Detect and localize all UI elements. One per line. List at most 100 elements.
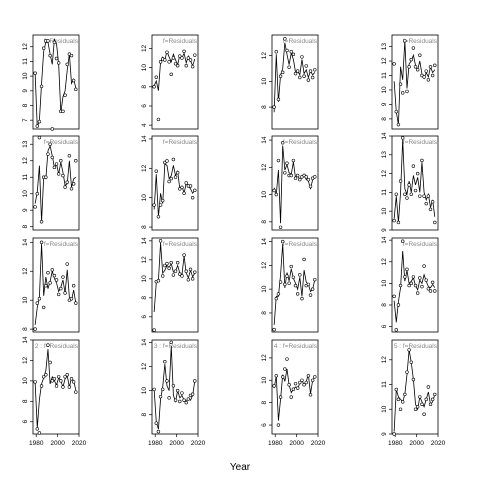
observed-point xyxy=(39,240,44,245)
observed-point xyxy=(67,154,72,158)
observed-point xyxy=(65,373,69,377)
y-tick-label: 10 xyxy=(261,77,268,85)
observed-point xyxy=(400,136,405,140)
observed-point xyxy=(56,61,61,65)
observed-point xyxy=(48,281,52,285)
observed-point xyxy=(407,65,411,69)
panel-11: f=Residuals 8 10 12 14 xyxy=(261,237,319,333)
panel-frame xyxy=(151,237,199,333)
observed-point xyxy=(44,175,48,179)
observed-point xyxy=(400,239,405,243)
observed-point xyxy=(424,278,428,282)
y-tick-label: 6 xyxy=(141,315,148,319)
y-tick-label: 6 xyxy=(22,420,29,424)
observed-point xyxy=(308,393,313,397)
fitted-line xyxy=(34,349,77,428)
observed-point xyxy=(274,374,278,378)
observed-point xyxy=(160,198,165,203)
observed-point xyxy=(33,71,37,75)
observed-point xyxy=(422,75,426,79)
observed-point xyxy=(46,152,50,156)
observed-point xyxy=(190,392,195,396)
y-tick-label: 14 xyxy=(381,236,388,244)
observed-point xyxy=(54,278,59,282)
panel-14: f=Residuals 9 10 11 12 13 14 xyxy=(381,132,439,232)
observed-point xyxy=(407,348,411,352)
y-tick-label: 14 xyxy=(141,135,148,143)
observed-point xyxy=(71,182,76,186)
panel-16: 5 : f=Residuals 9 10 11 12 1980 2000 2020 xyxy=(381,339,446,447)
observed-point xyxy=(428,402,433,407)
observed-point xyxy=(418,53,422,57)
observed-point xyxy=(280,70,285,75)
observed-point xyxy=(278,395,283,399)
observed-point xyxy=(74,301,78,305)
y-tick-label: 14 xyxy=(261,238,268,246)
observed-point xyxy=(276,97,281,102)
y-tick-label: 8 xyxy=(261,311,268,315)
observed-point xyxy=(171,273,176,277)
panel-frame xyxy=(271,237,319,333)
observed-point xyxy=(180,274,184,278)
y-tick-label: 8 xyxy=(381,117,388,121)
observed-point xyxy=(413,65,418,69)
observed-point xyxy=(420,158,424,163)
observed-point xyxy=(424,201,428,206)
observed-point xyxy=(69,377,74,381)
observed-point xyxy=(403,192,407,196)
panel-title: f=Residuals xyxy=(283,38,318,45)
y-tick-label: 8 xyxy=(261,105,268,109)
observed-point xyxy=(173,398,178,402)
fitted-line xyxy=(393,349,436,432)
observed-point xyxy=(405,89,409,94)
observed-point xyxy=(285,357,289,361)
observed-point xyxy=(156,215,161,219)
observed-point xyxy=(163,359,167,364)
fitted-line xyxy=(273,145,316,224)
observed-point xyxy=(302,257,306,262)
observed-point xyxy=(274,50,278,54)
observed-point xyxy=(193,270,197,274)
observed-point xyxy=(413,407,418,411)
observed-point xyxy=(169,176,173,181)
observed-point xyxy=(283,367,287,371)
panel-title: f=Residuals xyxy=(403,241,438,248)
observed-point xyxy=(52,40,57,45)
observed-point xyxy=(396,303,401,307)
observed-point xyxy=(156,429,161,434)
observed-point xyxy=(46,39,50,43)
observed-point xyxy=(171,56,176,60)
observed-point xyxy=(300,55,304,59)
observed-point xyxy=(295,173,300,178)
observed-point xyxy=(426,287,431,291)
y-tick-label: 11 xyxy=(381,381,388,388)
panel-title: f=Residuals xyxy=(403,38,438,45)
panel-frame xyxy=(271,135,319,231)
observed-point xyxy=(291,387,296,391)
fitted-line xyxy=(34,144,77,222)
observed-point xyxy=(52,273,57,278)
observed-point xyxy=(193,53,197,57)
panel-frame xyxy=(151,135,199,231)
panels-layer: f=Residuals 7 8 9 10 11 12 f=Residuals 8 9 10 11 12 1… xyxy=(22,34,446,447)
observed-point xyxy=(61,109,65,114)
y-tick-label: 10 xyxy=(22,72,29,80)
observed-point xyxy=(69,297,74,301)
observed-point xyxy=(173,269,178,273)
observed-point xyxy=(411,275,416,279)
observed-point xyxy=(285,161,289,165)
y-tick-label: 8 xyxy=(141,413,148,417)
observed-point xyxy=(313,277,317,282)
observed-point xyxy=(165,261,169,266)
y-tick-label: 12 xyxy=(381,258,388,266)
panel-frame xyxy=(391,34,439,130)
y-tick-label: 11 xyxy=(381,72,388,79)
observed-point xyxy=(403,392,407,397)
y-tick-label: 12 xyxy=(261,163,268,171)
observed-point xyxy=(74,390,78,394)
observed-point xyxy=(411,377,416,382)
panel-15: f=Residuals 6 8 10 12 14 xyxy=(381,236,439,333)
y-tick-label: 12 xyxy=(141,256,148,264)
observed-point xyxy=(152,203,156,207)
y-tick-label: 10 xyxy=(261,376,268,384)
